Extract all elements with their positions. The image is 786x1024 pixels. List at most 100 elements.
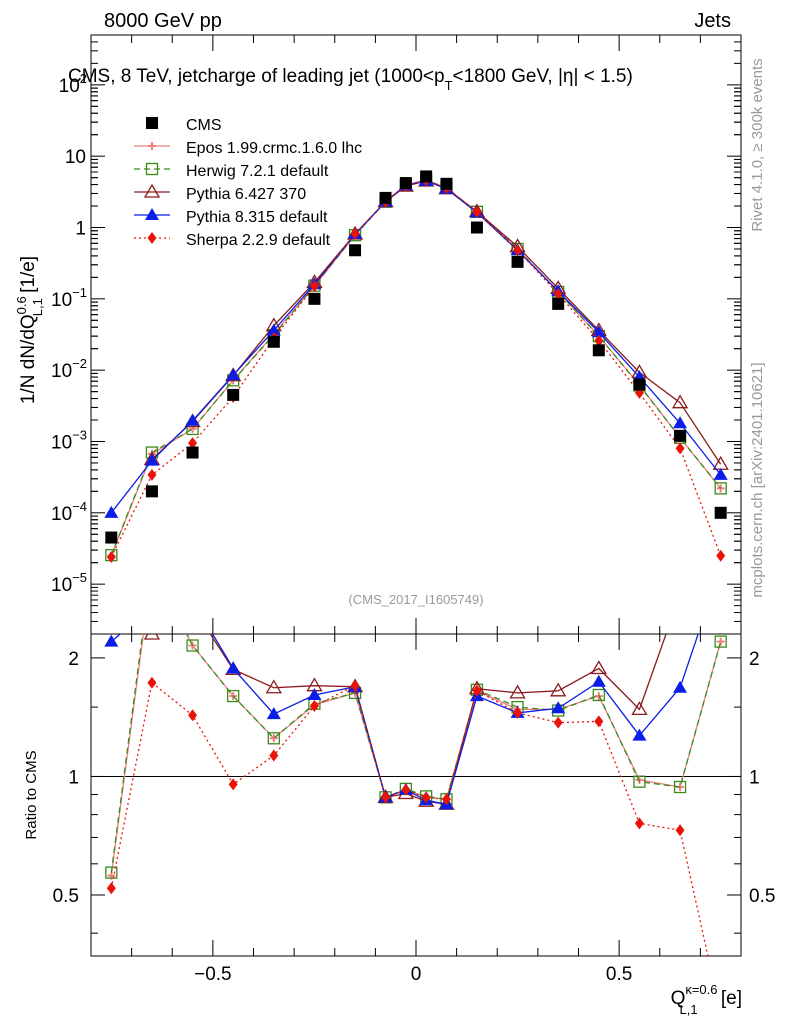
ratio-point-5 [634, 817, 644, 830]
ratio-data [104, 566, 727, 956]
series-point-5 [350, 227, 360, 240]
legend-marker-2 [145, 162, 159, 176]
jets-label: Jets [694, 10, 731, 32]
ratio-line-3 [151, 634, 667, 805]
chart-title: CMS, 8 TeV, jetcharge of leading jet (10… [68, 66, 633, 93]
ratio-point-4 [226, 661, 241, 674]
ratio-point-5 [381, 791, 391, 804]
ratio-point-3 [186, 600, 200, 612]
ratio-point-5 [350, 679, 360, 692]
ratio-line-1 [110, 634, 722, 876]
legend-marker-3 [143, 183, 161, 198]
x-tick-label: 0.5 [606, 964, 632, 985]
legend-marker-5 [147, 232, 157, 244]
series-point-4 [673, 416, 688, 429]
series-point-5 [106, 551, 116, 564]
series-point-1 [716, 484, 725, 493]
cms-data-point [470, 221, 483, 234]
cms-data-point [552, 297, 565, 310]
ratio-point-4 [145, 600, 159, 612]
ratio-point-5 [401, 783, 411, 796]
ratio-panel: −0.5 0 0.5 0.5 0.5 1 1 2 2 [53, 566, 775, 985]
legend-label-2: Herwig 7.2.1 default [186, 163, 329, 180]
y-tick-label: 10−2 [51, 356, 87, 382]
series-point-4 [266, 323, 281, 336]
ratio-point-5 [553, 716, 563, 729]
ratio-y-tick-label-right: 2 [749, 649, 760, 670]
cms-data-point [674, 429, 687, 442]
series-point-5 [472, 205, 482, 218]
ratio-point-5 [309, 699, 319, 712]
cms-data-point [227, 388, 240, 401]
cms-data-point [714, 506, 727, 519]
legend-label-5: Sherpa 2.2.9 default [186, 232, 331, 249]
ratio-point-1 [635, 775, 644, 784]
cms-data-point [308, 292, 321, 305]
ratio-point-5 [675, 824, 685, 837]
ratio-point-1 [269, 734, 278, 743]
ratio-point-2 [105, 866, 118, 879]
cms-data-point [440, 177, 453, 190]
ratio-y-tick-label-right: 0.5 [749, 886, 775, 907]
ratio-point-5 [421, 791, 431, 804]
cms-data-point [379, 191, 392, 204]
ratio-point-5 [441, 793, 451, 806]
ratio-point-5 [228, 778, 238, 791]
ratio-point-2 [633, 775, 646, 788]
y-tick-label: 102 [59, 71, 87, 97]
ratio-y-tick-label-right: 1 [749, 767, 760, 788]
ratio-line-5 [110, 681, 709, 956]
ratio-point-5 [147, 676, 157, 689]
ratio-point-2 [592, 688, 605, 702]
cms-data-point [511, 255, 524, 268]
cms-data-point [267, 335, 280, 348]
ratio-point-3 [673, 587, 687, 599]
energy-label: 8000 GeV pp [104, 10, 222, 32]
ratio-point-3 [265, 679, 282, 694]
series-point-4 [104, 505, 119, 518]
y-tick-label: 10−3 [51, 427, 87, 453]
legend-marker-1 [148, 142, 156, 150]
series-point-4 [713, 467, 728, 480]
y-tick-label: 1 [75, 219, 86, 240]
ratio-point-3 [590, 660, 607, 675]
series-point-5 [553, 287, 563, 300]
legend: CMS Epos 1.99.crmc.1.6.0 lhc Herwig 7.2.1 … [134, 117, 362, 249]
series-point-3 [671, 394, 689, 409]
legend-label-3: Pythia 6.427 370 [186, 186, 306, 203]
legend-marker-cms [146, 117, 158, 129]
ratio-y-tick-label: 2 [68, 649, 79, 670]
series-point-5 [309, 280, 319, 293]
ratio-point-5 [269, 749, 279, 762]
legend-marker-4 [145, 208, 159, 220]
ratio-point-5 [594, 715, 604, 728]
legend-label-0: CMS [186, 117, 222, 134]
cms-data-point [105, 531, 118, 544]
ratio-axis-label: Ratio to CMS [23, 750, 40, 839]
mcplots-label: mcplots.cern.ch [arXiv:2401.10621] [749, 362, 766, 597]
y-axis-label: 1/N dN/dQ0.6L,1 [1/e] [14, 256, 45, 404]
ratio-point-2 [227, 689, 240, 703]
ratio-point-5 [188, 709, 198, 722]
series-line-4 [110, 180, 722, 514]
series-point-4 [144, 453, 159, 466]
ratio-point-1 [716, 637, 725, 646]
ratio-line-4 [110, 634, 699, 805]
cms-data-point [349, 244, 362, 257]
ratio-point-5 [472, 684, 482, 697]
cms-data-point [145, 485, 158, 498]
series-point-4 [226, 368, 241, 381]
cms-data-point [592, 344, 605, 357]
ratio-point-5 [513, 706, 523, 719]
ratio-point-1 [148, 566, 156, 574]
series-point-5 [675, 442, 685, 455]
series-point-5 [513, 244, 523, 257]
y-tick-label: 10 [65, 147, 86, 168]
ratio-line-2 [110, 634, 722, 873]
y-tick-label: 10−5 [51, 570, 87, 596]
ratio-y-tick-label: 1 [68, 767, 79, 788]
series-point-5 [188, 437, 198, 450]
y-tick-label: 10−1 [51, 285, 87, 311]
y-tick-label: 10−4 [51, 499, 87, 525]
series-point-5 [594, 334, 604, 347]
